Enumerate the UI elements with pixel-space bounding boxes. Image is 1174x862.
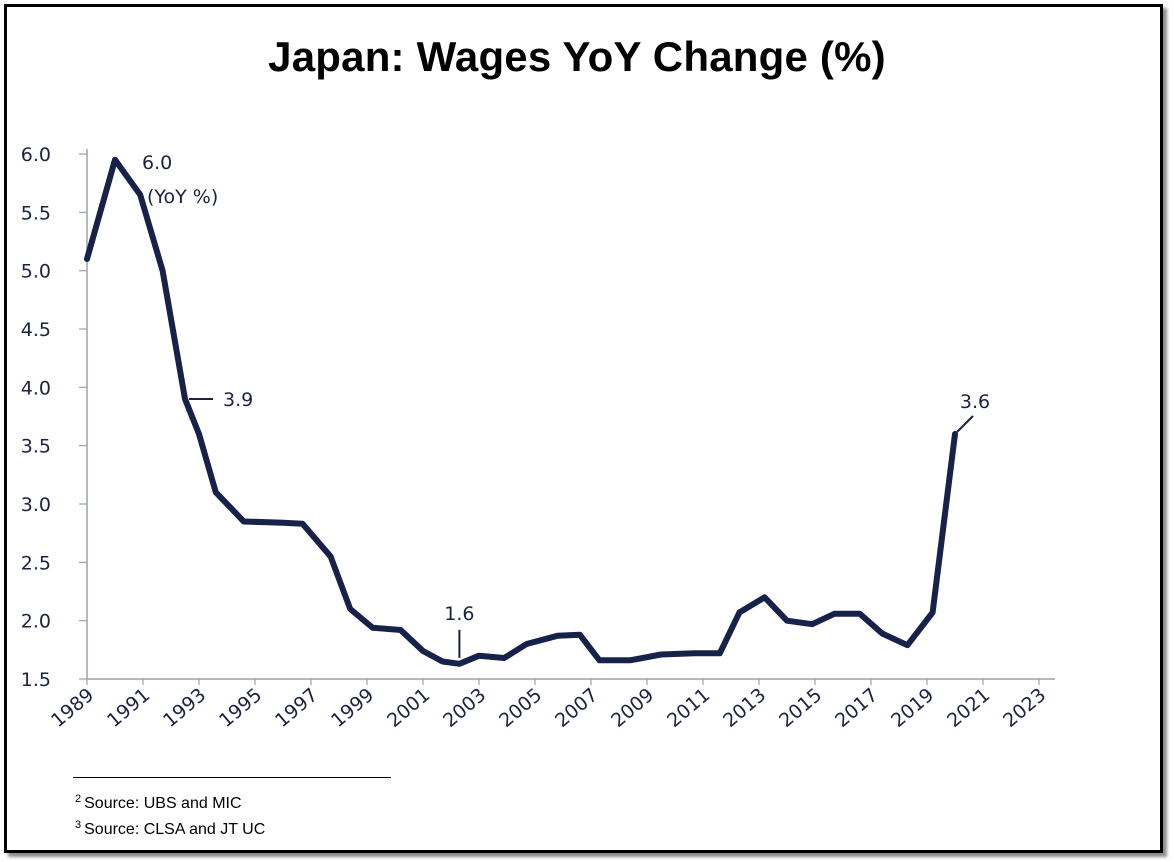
- x-tick-label: 2019: [887, 684, 938, 732]
- annotation-label: 3.9: [223, 389, 253, 411]
- y-tick-label: 4.5: [21, 319, 51, 341]
- annotation-label: 1.6: [444, 603, 474, 625]
- axes: [86, 149, 1055, 680]
- x-tick-label: 1991: [103, 684, 154, 732]
- x-tick-label: 2005: [495, 684, 546, 732]
- y-axis-ticks: 1.5 2.0 2.5 3.0 3.5 4.0 4.5 5.0 5.5 6.0: [21, 144, 87, 691]
- x-tick-label: 2021: [943, 684, 994, 732]
- x-axis-ticks: 1989 1991 1993 1995 1997 1999 2001 2003 2005 2007…: [47, 679, 1050, 732]
- series-layer: [84, 156, 958, 667]
- y-tick-label: 5.5: [21, 202, 51, 224]
- x-tick-label: 2011: [663, 684, 714, 732]
- x-tick-label: 2007: [551, 684, 602, 732]
- line-chart: 1.52.02.53.03.54.04.55.05.56.0 1989 1991 1…: [21, 144, 1055, 732]
- x-tick-label: 2017: [831, 684, 882, 732]
- annotation-label: 6.0: [142, 152, 172, 174]
- y-tick-label: 6.0: [21, 144, 51, 166]
- x-tick-label: 1999: [327, 684, 378, 732]
- x-tick-label: 2013: [719, 684, 770, 732]
- series-line: [84, 156, 958, 667]
- x-tick-label: 2003: [439, 684, 490, 732]
- x-tick-label: 1993: [159, 684, 210, 732]
- chart-frame: Japan: Wages YoY Change (%) 1.5 2.0 2.5 3.0…: [4, 4, 1163, 853]
- y-tick-label: 2.0: [21, 611, 51, 633]
- footnote-2-text: Source: CLSA and JT UC: [84, 821, 266, 838]
- x-tick-label: 2001: [383, 684, 434, 732]
- x-tick-label: 1995: [215, 684, 266, 732]
- y-tick-label: 2.5: [21, 552, 51, 574]
- y-tick-label: 3.5: [21, 436, 51, 458]
- y-tick-label: 1.5: [21, 669, 51, 691]
- unit-note: (YoY %): [147, 186, 218, 208]
- annotation-leader: [956, 415, 974, 433]
- x-tick-label: 2023: [999, 684, 1050, 732]
- footnote-2: 3 Source: CLSA and JT UC: [75, 819, 265, 839]
- footnote-1-number: 2: [75, 793, 82, 805]
- annotation-layer: 6.0 3.9 1.6 3.6: [142, 152, 990, 658]
- chart-title: Japan: Wages YoY Change (%): [268, 33, 886, 80]
- y-tick-label: 4.0: [21, 377, 51, 399]
- footnote-divider: [73, 777, 391, 778]
- y-tick-label: 3.0: [21, 494, 51, 516]
- annotation-label: 3.6: [960, 391, 990, 413]
- footnote-2-number: 3: [75, 819, 82, 831]
- footnote-1: 2 Source: UBS and MIC: [75, 793, 242, 813]
- x-tick-label: 1989: [47, 684, 98, 732]
- y-tick-label: 5.0: [21, 261, 51, 283]
- x-tick-label: 2009: [607, 684, 658, 732]
- footnote-1-text: Source: UBS and MIC: [84, 795, 242, 812]
- x-tick-label: 2015: [775, 684, 826, 732]
- x-tick-label: 1997: [271, 684, 322, 732]
